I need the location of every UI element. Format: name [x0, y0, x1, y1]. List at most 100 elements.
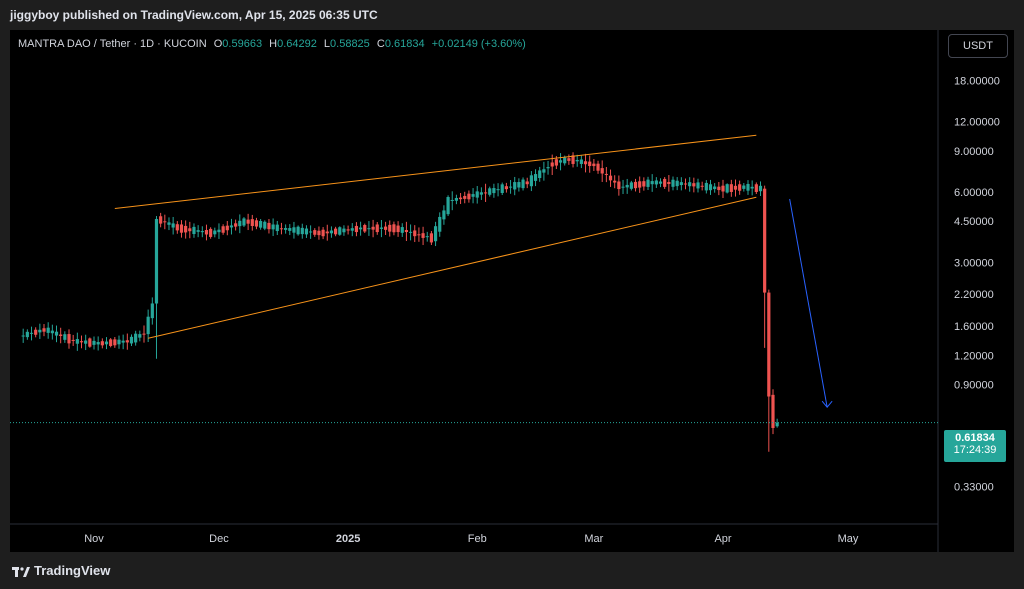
candle-body [758, 185, 763, 192]
price-tick-label: 12.00000 [954, 117, 1000, 129]
candle-body [321, 229, 325, 237]
time-tick-label: May [838, 533, 859, 545]
chart-panel[interactable]: 18.00000 12.00000 9.00000 6.00000 4.50000 3.0… [10, 30, 1014, 552]
candle-body [271, 224, 275, 230]
last-price-tag: 0.61834 17:24:39 [944, 430, 1006, 462]
candle-body [588, 161, 592, 167]
candle-body [171, 223, 175, 228]
candle-body [125, 340, 129, 343]
candle-body [446, 197, 450, 215]
candle-body [729, 184, 733, 192]
candle-body [388, 224, 392, 232]
candle-body [146, 316, 150, 335]
candle-body [671, 179, 675, 187]
candle-body [429, 233, 434, 243]
tradingview-brand[interactable]: TradingView [12, 563, 110, 578]
candle-body [521, 179, 525, 189]
candle-body [492, 188, 496, 194]
candle-body [188, 228, 192, 232]
candle-body [96, 342, 100, 345]
candle-body [625, 184, 629, 188]
candle-body [488, 188, 492, 195]
candle-body [246, 219, 250, 224]
candle-body [254, 220, 259, 227]
low-label: L [323, 38, 331, 50]
currency-button[interactable]: USDT [948, 34, 1008, 58]
candle-body [692, 183, 696, 187]
candle-body [479, 192, 483, 195]
candle-body [667, 181, 671, 185]
candle-body [550, 162, 554, 167]
candle-body [275, 224, 279, 232]
candle-body [638, 181, 642, 188]
candle-body [342, 228, 346, 233]
close-value: 0.61834 [384, 38, 425, 50]
candle-body [300, 227, 304, 235]
candle-body [404, 230, 409, 233]
candle-body [717, 186, 721, 191]
candle-body [325, 231, 329, 234]
candle-body [317, 230, 321, 236]
time-tick-label: 2025 [336, 533, 360, 545]
candle-body [163, 221, 167, 223]
candle-body [204, 230, 209, 235]
high-label: H [269, 38, 278, 50]
candle-body [575, 159, 579, 162]
candle-body [167, 222, 171, 225]
candle-body [642, 181, 646, 187]
candle-body [613, 180, 617, 183]
candle-body [379, 227, 384, 229]
candle-body [663, 178, 667, 187]
candle-body [259, 221, 263, 228]
candle-body [646, 179, 650, 187]
candle-body [142, 333, 146, 335]
candle-body [733, 185, 738, 190]
candle-body [504, 186, 508, 190]
candle-body [179, 224, 184, 233]
candle-body [463, 195, 467, 199]
candle-body [196, 230, 200, 232]
channel-lower-line [148, 196, 757, 339]
candle-body [425, 236, 429, 238]
candle-body [408, 231, 413, 233]
candle-body [546, 167, 550, 169]
candle-body [454, 197, 459, 201]
candle-body [542, 169, 546, 173]
candle-body [500, 184, 504, 194]
candle-body [154, 218, 159, 304]
candle-body [221, 226, 225, 233]
price-tick-label: 2.20000 [954, 289, 994, 301]
candle-body [621, 186, 625, 188]
candle-body [679, 182, 683, 186]
candle-body [467, 193, 471, 200]
candle-body [767, 292, 771, 397]
forecast-arrow-head [821, 400, 833, 408]
candle-body [525, 181, 529, 185]
symbol-name[interactable]: MANTRA DAO / Tether · 1D · KUCOIN [18, 38, 207, 50]
candle-body [579, 159, 583, 164]
candle-body [392, 224, 396, 233]
candle-body [363, 225, 367, 232]
candle-body [596, 163, 600, 171]
tradingview-logo-icon [12, 566, 30, 577]
candle-body [383, 226, 388, 230]
candle-body [558, 160, 563, 163]
candle-body [350, 228, 354, 231]
candle-body [229, 225, 234, 228]
candle-body [21, 335, 25, 337]
candle-body [175, 224, 179, 231]
candle-body [309, 231, 313, 233]
candle-body [134, 333, 138, 343]
candle-body [129, 336, 134, 344]
candle-body [250, 219, 254, 226]
price-chart[interactable]: 18.00000 12.00000 9.00000 6.00000 4.50000 3.0… [10, 30, 1014, 552]
candle-body [421, 233, 425, 238]
candle-body [304, 228, 309, 235]
candle-body [471, 194, 475, 197]
candle-body [654, 180, 658, 185]
candle-body [604, 173, 608, 175]
candle-body [704, 182, 708, 191]
candle-body [563, 157, 567, 164]
candle-body [763, 188, 767, 293]
candle-body [571, 155, 575, 164]
